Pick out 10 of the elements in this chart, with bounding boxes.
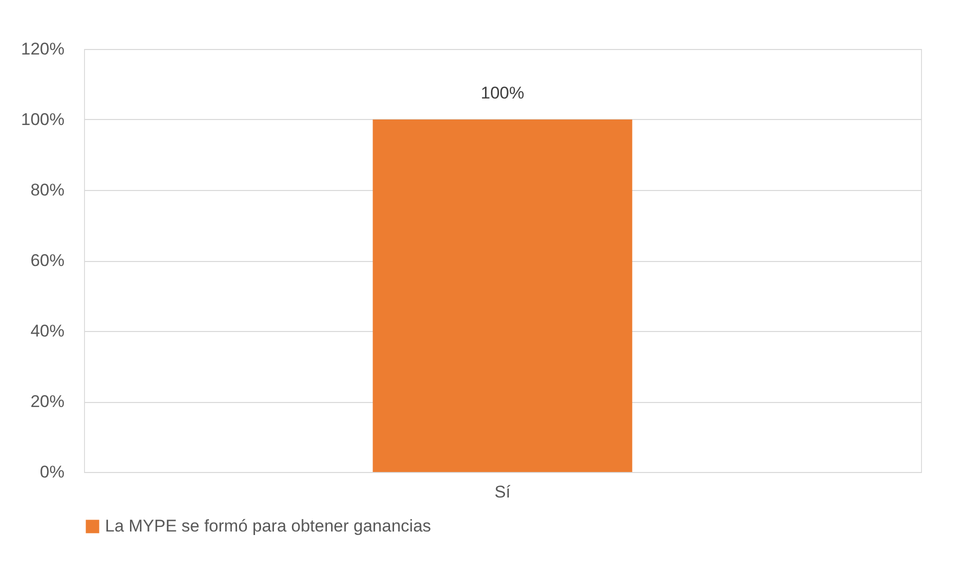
y-tick-label: 120% xyxy=(21,40,64,58)
y-tick-label: 40% xyxy=(30,322,64,340)
y-tick-label: 80% xyxy=(30,180,64,200)
x-tick-label: Sí xyxy=(494,482,511,502)
data-label: 100% xyxy=(480,84,524,102)
y-tick-label: 0% xyxy=(40,462,64,482)
y-tick-label: 60% xyxy=(30,251,64,270)
y-tick-label: 20% xyxy=(30,392,64,411)
y-tick-label: 100% xyxy=(21,110,64,129)
legend-label: La MYPE se formó para obtener ganancias xyxy=(105,516,432,536)
